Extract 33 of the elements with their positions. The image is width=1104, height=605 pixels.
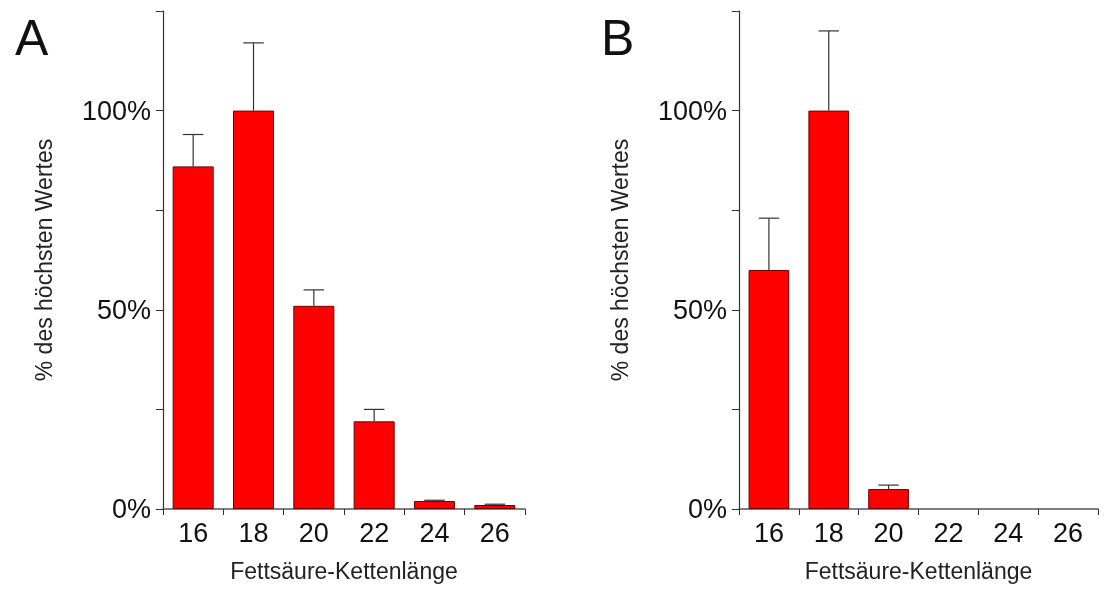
- y-tick-label: 50%: [672, 294, 727, 325]
- x-tick-label: 16: [178, 517, 209, 548]
- y-tick-label: 100%: [657, 95, 727, 126]
- bar: [232, 110, 275, 509]
- y-tick-label: 50%: [96, 294, 151, 325]
- bar: [293, 305, 335, 509]
- bar: [868, 489, 909, 509]
- bar: [748, 269, 790, 509]
- y-tick-label: 0%: [687, 494, 727, 524]
- bar: [413, 501, 456, 509]
- x-tick-label: 18: [238, 517, 269, 548]
- x-tick-label: 24: [419, 517, 450, 548]
- chart-title: B: [601, 10, 635, 66]
- y-tick-label: 100%: [81, 95, 151, 126]
- x-tick-label: 26: [1053, 517, 1084, 548]
- x-tick-label: 20: [873, 517, 904, 548]
- x-axis-title: Fettsäure-Kettenlänge: [230, 557, 458, 584]
- y-axis-title: % des höchsten Wertes: [606, 138, 633, 382]
- x-tick-label: 22: [359, 517, 390, 548]
- x-tick-label: 18: [813, 517, 844, 548]
- chart-title: A: [15, 10, 49, 66]
- y-axis-title: % des höchsten Wertes: [30, 138, 57, 382]
- bar: [474, 505, 516, 509]
- x-tick-label: 20: [298, 517, 329, 548]
- x-tick-label: 26: [479, 517, 510, 548]
- y-tick-label: 0%: [111, 494, 151, 524]
- x-tick-label: 24: [993, 517, 1024, 548]
- bar: [172, 166, 214, 509]
- x-axis-title: Fettsäure-Kettenlänge: [804, 557, 1033, 584]
- x-tick-label: 16: [753, 517, 784, 548]
- x-tick-label: 22: [933, 517, 964, 548]
- bar: [808, 110, 850, 509]
- bar: [353, 421, 395, 509]
